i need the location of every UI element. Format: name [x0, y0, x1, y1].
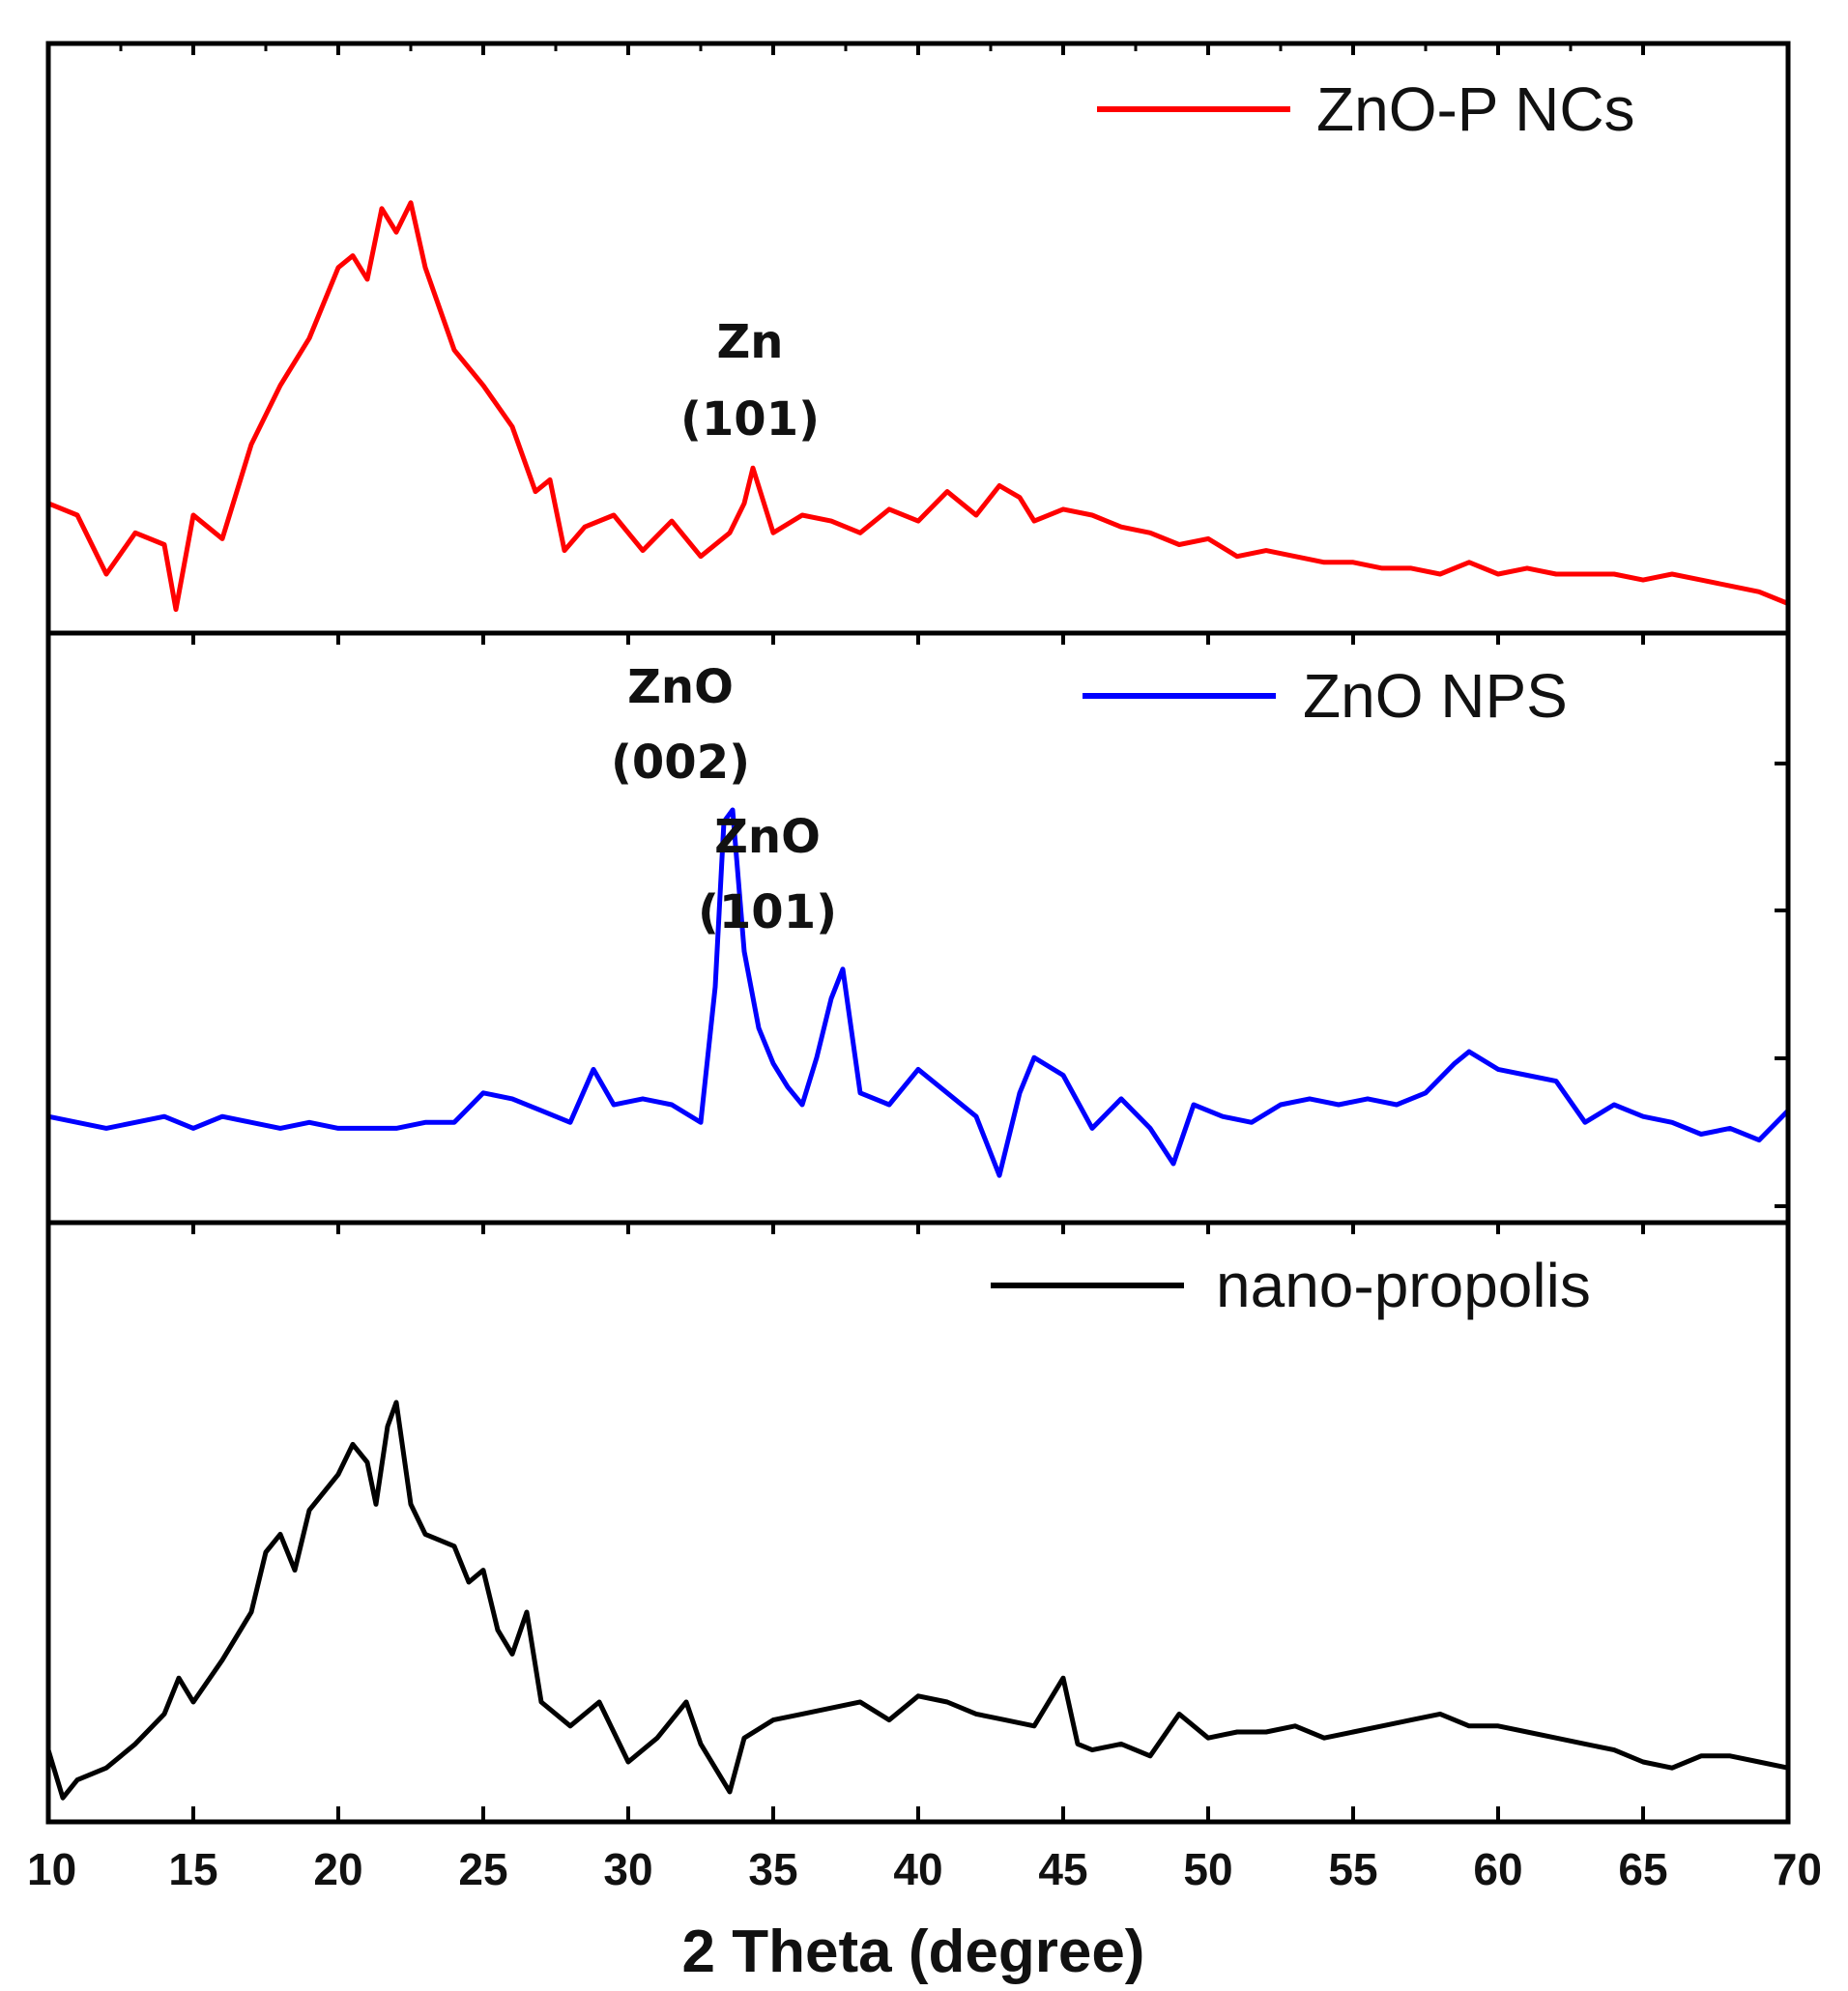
x-tick-label: 65: [1618, 1844, 1667, 1894]
peak-annotation-1: Zn (101): [680, 315, 820, 447]
x-tick-label: 15: [168, 1844, 217, 1894]
x-tick-label: 30: [603, 1844, 652, 1894]
panel-1: ZnO-P NCs: [47, 43, 1789, 613]
x-tick-label: 35: [748, 1844, 797, 1894]
x-tick-label: 55: [1328, 1844, 1377, 1894]
series-line-3: [45, 1399, 1789, 1801]
x-tick-label: 45: [1038, 1844, 1087, 1894]
legend-label-3: nano-propolis: [1216, 1251, 1591, 1320]
x-tick-label: 70: [1773, 1844, 1822, 1894]
peak-annotation-text: (101): [680, 392, 820, 447]
peak-annotation-text: ZnO: [627, 660, 734, 714]
x-axis-title: 2 Theta (degree): [682, 1919, 1145, 1985]
legend-label-2: ZnO NPS: [1303, 661, 1568, 731]
peak-annotation-text: (101): [698, 885, 837, 939]
peak-annotation-text: Zn: [717, 315, 784, 369]
x-tick-label: 25: [458, 1844, 507, 1894]
peak-annotation-2: ZnO (002): [611, 660, 750, 790]
x-tick-label: 20: [313, 1844, 362, 1894]
x-tick-label: 40: [893, 1844, 942, 1894]
panels-group: ZnO-P NCs ZnO NPS nano-propolis Zn (101) ZnO (…: [45, 43, 1790, 1801]
series-line-2: [47, 807, 1790, 1178]
legend-label-1: ZnO-P NCs: [1316, 74, 1635, 144]
x-tick-label: 60: [1473, 1844, 1522, 1894]
x-axis: 10 15 20 25 30 35 40 45 50 55 60 65 70: [27, 41, 1822, 1894]
peak-annotation-text: ZnO: [714, 810, 821, 864]
peak-annotation-3: ZnO (101): [698, 810, 837, 939]
panel-3: nano-propolis: [45, 1223, 1789, 1801]
x-tick-label: 50: [1183, 1844, 1232, 1894]
series-line-1: [47, 200, 1789, 613]
panel-2: ZnO NPS: [47, 633, 1790, 1178]
peak-annotation-text: (002): [611, 736, 750, 790]
x-tick-label: 10: [27, 1844, 76, 1894]
